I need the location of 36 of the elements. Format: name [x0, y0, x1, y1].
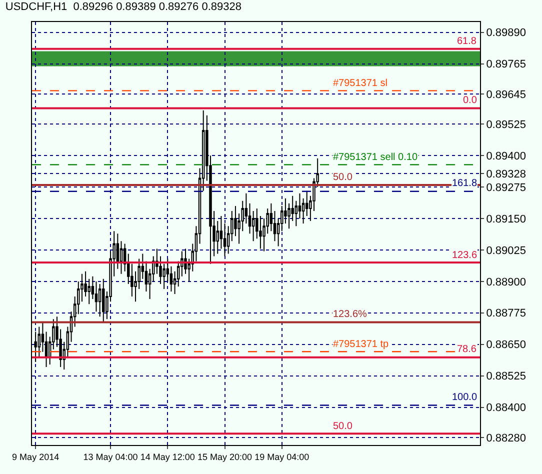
annotation: 0.0 — [463, 95, 478, 106]
y-tick-label: 0.89150 — [486, 213, 526, 226]
annotation: 61.8 — [457, 36, 477, 47]
annotation: #7951371 sl — [333, 78, 388, 89]
y-tick-label: 0.88400 — [486, 402, 526, 414]
annotation: 100.0 — [452, 392, 478, 403]
y-tick-label: 0.89645 — [486, 88, 526, 101]
y-tick-label: 0.88650 — [486, 339, 526, 352]
annotation: 161.8 — [452, 178, 478, 189]
annotation: #7951371 tp — [333, 339, 390, 350]
x-tick-label: 13 May 04:00 — [83, 452, 138, 462]
x-tick-label: 15 May 20:00 — [197, 452, 252, 462]
y-tick-label: 0.88900 — [486, 276, 526, 288]
y-tick-label: 0.89525 — [486, 119, 526, 132]
y-tick-label: 0.89275 — [486, 182, 526, 194]
candlestick — [98, 283, 102, 318]
y-tick-label: 0.89400 — [486, 150, 526, 162]
y-tick-label: 0.89025 — [486, 244, 526, 257]
y-tick-label: 0.88525 — [486, 370, 526, 383]
annotation: 50.0 — [333, 172, 353, 183]
y-tick-label: 0.88775 — [486, 308, 526, 320]
annotation: 123.6 — [452, 250, 478, 261]
annotation: 78.6 — [457, 344, 477, 355]
annotation: #7951371 sell 0.10 — [333, 152, 418, 163]
candlestick — [94, 280, 98, 312]
annotation: 50.0 — [333, 421, 353, 432]
x-tick-label: 9 May 2014 — [12, 452, 60, 462]
candlestick — [102, 278, 105, 322]
y-tick-label: 0.89328 — [486, 168, 526, 181]
annotation: 123.6% — [333, 309, 368, 320]
y-tick-label: 0.89890 — [486, 27, 526, 40]
x-tick-label: 19 May 04:00 — [254, 452, 310, 462]
y-tick-label: 0.89765 — [486, 58, 526, 71]
y-tick-label: 0.88280 — [486, 432, 526, 444]
chart-title: USDCHF,H1 0.89296 0.89389 0.89276 0.89328 — [5, 1, 242, 14]
x-tick-label: 14 May 12:00 — [140, 452, 195, 462]
